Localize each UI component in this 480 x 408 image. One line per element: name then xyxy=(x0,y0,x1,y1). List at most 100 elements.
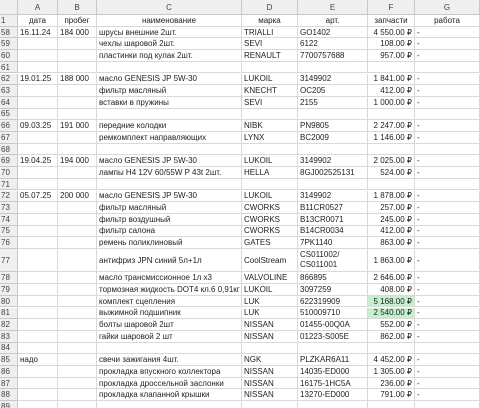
cell[interactable]: 412.00 ₽ xyxy=(368,85,415,97)
cell[interactable]: - xyxy=(415,96,480,109)
cell[interactable]: VALVOLINE xyxy=(242,272,298,285)
cell[interactable] xyxy=(298,108,368,121)
cell[interactable]: комплект сцепления xyxy=(97,295,242,308)
cell[interactable] xyxy=(58,272,97,285)
cell[interactable]: 19.04.25 xyxy=(18,155,58,168)
cell[interactable] xyxy=(58,85,97,97)
cell[interactable] xyxy=(415,143,480,156)
cell[interactable] xyxy=(415,342,480,355)
cell[interactable]: 862.00 ₽ xyxy=(368,330,415,343)
cell[interactable]: LUKOIL xyxy=(242,73,298,86)
cell[interactable] xyxy=(58,249,97,273)
cell[interactable]: LUK xyxy=(242,295,298,308)
cell[interactable]: 622319909 xyxy=(298,295,368,308)
cell[interactable]: вставки в пружины xyxy=(97,96,242,109)
cell[interactable]: 236.00 ₽ xyxy=(368,377,415,390)
header-cell[interactable]: арт. xyxy=(298,15,368,27)
cell[interactable]: фильтр салона xyxy=(97,225,242,238)
cell[interactable]: 412.00 ₽ xyxy=(368,225,415,238)
cell[interactable]: NIBK xyxy=(242,120,298,132)
cell[interactable] xyxy=(58,96,97,109)
cell[interactable] xyxy=(18,61,58,74)
cell[interactable]: 01455-00Q0A xyxy=(298,319,368,331)
cell[interactable]: - xyxy=(415,354,480,366)
cell[interactable]: свечи зажигания 4шт. xyxy=(97,354,242,366)
cell[interactable] xyxy=(58,50,97,62)
row-header[interactable]: 89 xyxy=(0,401,18,408)
cell[interactable] xyxy=(58,401,97,408)
cell[interactable] xyxy=(58,284,97,296)
row-header[interactable]: 1 xyxy=(0,15,18,27)
cell[interactable]: 791.00 ₽ xyxy=(368,389,415,402)
cell[interactable]: 3149902 xyxy=(298,155,368,168)
cell[interactable]: ремень поликлиновый xyxy=(97,237,242,249)
cell[interactable]: - xyxy=(415,132,480,144)
cell[interactable]: 2 540.00 ₽ xyxy=(368,307,415,320)
cell[interactable]: 245.00 ₽ xyxy=(368,213,415,226)
cell[interactable]: GO1402 xyxy=(298,26,368,39)
cell[interactable]: 957.00 ₽ xyxy=(368,50,415,62)
cell[interactable] xyxy=(18,143,58,156)
row-header[interactable]: 73 xyxy=(0,202,18,214)
row-header[interactable]: 88 xyxy=(0,389,18,402)
cell[interactable]: 552.00 ₽ xyxy=(368,319,415,331)
cell[interactable] xyxy=(58,389,97,402)
cell[interactable]: - xyxy=(415,389,480,402)
cell[interactable]: B11CR0527 xyxy=(298,202,368,214)
cell[interactable] xyxy=(97,401,242,408)
cell[interactable] xyxy=(368,401,415,408)
row-header[interactable]: 69 xyxy=(0,155,18,168)
cell[interactable]: 4 550.00 ₽ xyxy=(368,26,415,39)
cell[interactable]: гайки шаровой 2 шт xyxy=(97,330,242,343)
cell[interactable]: 1 000.00 ₽ xyxy=(368,96,415,109)
header-cell[interactable]: дата xyxy=(18,15,58,27)
row-header[interactable]: 76 xyxy=(0,237,18,249)
cell[interactable] xyxy=(58,108,97,121)
header-cell[interactable]: запчасти xyxy=(368,15,415,27)
row-header[interactable]: 75 xyxy=(0,225,18,238)
cell[interactable] xyxy=(18,330,58,343)
cell[interactable] xyxy=(18,307,58,320)
cell[interactable]: 3149902 xyxy=(298,190,368,203)
cell[interactable] xyxy=(97,61,242,74)
cell[interactable] xyxy=(18,401,58,408)
cell[interactable]: - xyxy=(415,272,480,285)
cell[interactable] xyxy=(97,108,242,121)
cell[interactable]: 2 646.00 ₽ xyxy=(368,272,415,285)
cell[interactable]: 524.00 ₽ xyxy=(368,167,415,179)
cell[interactable] xyxy=(18,96,58,109)
cell[interactable] xyxy=(18,108,58,121)
cell[interactable]: TRIALLI xyxy=(242,26,298,39)
cell[interactable]: 866895 xyxy=(298,272,368,285)
cell[interactable] xyxy=(18,38,58,51)
cell[interactable]: - xyxy=(415,307,480,320)
cell[interactable] xyxy=(58,143,97,156)
cell[interactable] xyxy=(58,178,97,191)
cell[interactable]: 194 000 xyxy=(58,155,97,168)
cell[interactable]: - xyxy=(415,377,480,390)
row-header[interactable]: 80 xyxy=(0,295,18,308)
header-cell[interactable]: пробег xyxy=(58,15,97,27)
cell[interactable]: 01223-S005E xyxy=(298,330,368,343)
cell[interactable]: 188 000 xyxy=(58,73,97,86)
row-header[interactable]: 64 xyxy=(0,96,18,109)
cell[interactable] xyxy=(58,38,97,51)
cell[interactable]: - xyxy=(415,249,480,273)
header-cell[interactable]: марка xyxy=(242,15,298,27)
cell[interactable]: OC205 xyxy=(298,85,368,97)
cell[interactable]: 16.11.24 xyxy=(18,26,58,39)
cell[interactable] xyxy=(18,319,58,331)
cell[interactable]: KNECHT xyxy=(242,85,298,97)
row-header[interactable]: 78 xyxy=(0,272,18,285)
cell[interactable]: PLZKAR6A11 xyxy=(298,354,368,366)
cell[interactable]: - xyxy=(415,213,480,226)
row-header[interactable]: 86 xyxy=(0,366,18,378)
row-header[interactable]: 65 xyxy=(0,108,18,121)
cell[interactable]: SEVI xyxy=(242,96,298,109)
cell[interactable]: - xyxy=(415,225,480,238)
row-header[interactable]: 60 xyxy=(0,50,18,62)
cell[interactable] xyxy=(18,284,58,296)
row-header[interactable]: 62 xyxy=(0,73,18,86)
cell[interactable]: болты шаровой 2шт xyxy=(97,319,242,331)
cell[interactable]: 510009710 xyxy=(298,307,368,320)
